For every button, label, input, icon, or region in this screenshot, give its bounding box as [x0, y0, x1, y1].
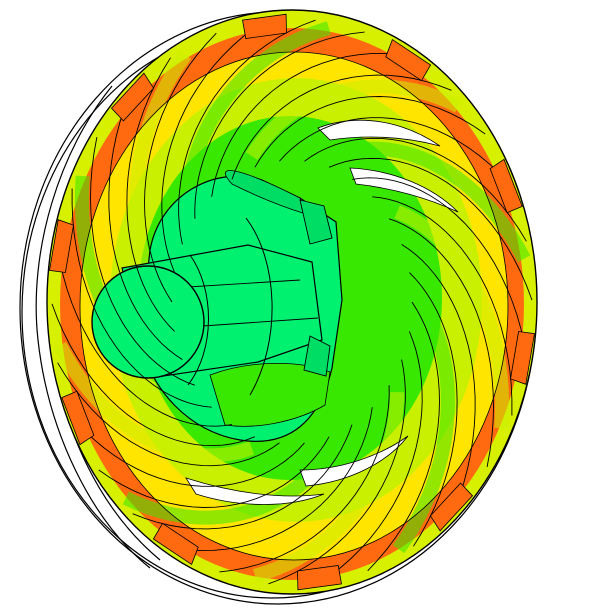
streamline-group	[49, 13, 535, 591]
streamline	[268, 359, 406, 585]
blade	[245, 79, 462, 160]
hub-lower-shade	[209, 362, 331, 427]
disc-outline	[46, 9, 538, 595]
streamline	[90, 137, 196, 386]
streamline	[132, 424, 353, 530]
streamline	[304, 137, 527, 242]
streamline	[318, 331, 423, 584]
streamline	[351, 177, 528, 360]
hub-flange	[303, 335, 331, 377]
blade-tip	[429, 482, 474, 532]
streamline	[173, 407, 373, 552]
shaft-arc	[245, 217, 273, 396]
streamline	[73, 418, 305, 487]
blade-tip	[242, 13, 287, 39]
hub-shade	[225, 170, 307, 215]
blade-tip	[489, 158, 523, 214]
blade-tip	[61, 390, 95, 446]
hub-flange	[299, 199, 333, 245]
streamline	[71, 188, 212, 408]
blade	[253, 392, 405, 583]
blade-tip	[510, 331, 535, 385]
streamline	[194, 31, 365, 219]
blade-tip	[49, 219, 74, 273]
streamline	[98, 436, 330, 508]
blade	[329, 141, 531, 263]
streamline	[161, 20, 266, 273]
blade-tip	[152, 522, 199, 566]
blade-gap	[299, 435, 409, 487]
streamline	[254, 96, 486, 168]
blade-gap	[185, 477, 325, 505]
inner-rim-outline	[79, 51, 509, 561]
streamline	[51, 303, 256, 447]
blade-tip	[385, 38, 432, 82]
blade	[392, 298, 456, 554]
streamline	[388, 218, 494, 467]
blade	[394, 205, 510, 429]
blade	[179, 21, 331, 212]
shaft-arc	[187, 254, 209, 386]
blade-gap	[349, 167, 459, 213]
streamline	[126, 57, 175, 332]
streamline	[409, 272, 458, 547]
streamline	[367, 301, 440, 572]
blade-gap	[317, 119, 441, 147]
streamline	[328, 157, 533, 301]
streamline	[279, 117, 511, 186]
streamline	[57, 362, 280, 467]
streamline	[178, 19, 316, 245]
blade-tip	[110, 72, 155, 122]
streamline	[231, 74, 452, 180]
hub	[91, 170, 343, 442]
blade-tip	[297, 565, 342, 591]
blade	[53, 341, 255, 463]
streamline	[211, 52, 411, 197]
blade-gaps	[185, 119, 459, 505]
streamline	[372, 196, 513, 416]
streamline	[108, 92, 183, 360]
streamline	[401, 244, 476, 512]
streamline	[219, 385, 390, 573]
streamline	[56, 244, 233, 427]
streamline	[144, 32, 217, 303]
shaft-end	[91, 265, 205, 379]
